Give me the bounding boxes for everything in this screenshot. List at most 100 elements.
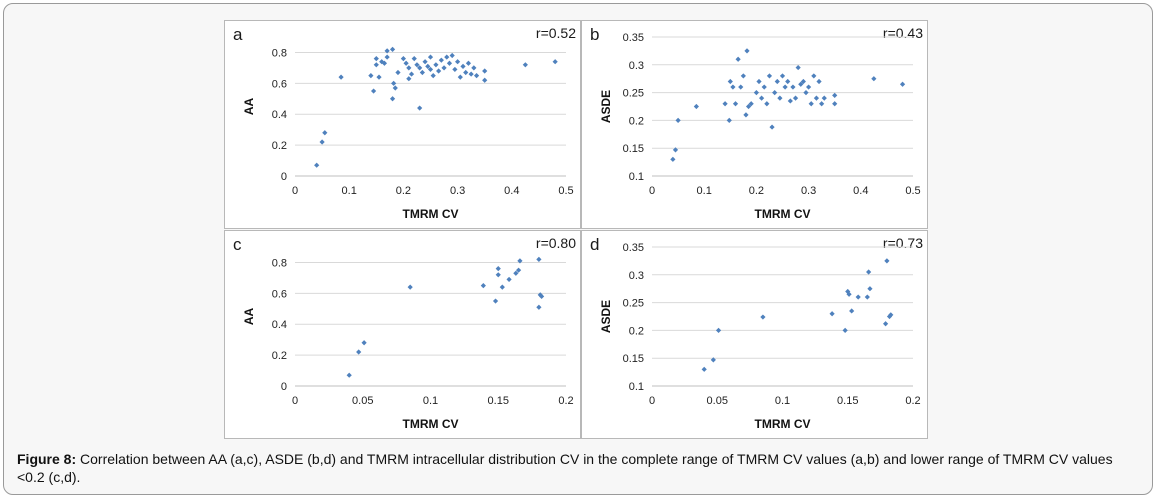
data-point: [792, 95, 799, 101]
x-tick-label: 0: [292, 185, 298, 197]
y-tick-label: 0.1: [629, 171, 644, 183]
x-tick-label: 0: [649, 185, 655, 197]
panel-label: c: [233, 235, 242, 254]
data-point: [774, 78, 780, 85]
y-tick-label: 0.15: [623, 353, 644, 365]
data-point: [438, 57, 444, 63]
data-point: [499, 284, 505, 290]
data-point: [338, 74, 344, 80]
data-point: [867, 286, 873, 292]
data-point: [756, 78, 762, 85]
data-point: [444, 54, 450, 60]
data-point: [513, 270, 519, 276]
panel-d: d r=0.73 0.1 0.15 0.2 0.25 0.3 0.35 0 0.05 0.1 0.…: [581, 230, 928, 439]
y-axis-label: ASDE: [599, 300, 613, 333]
data-point: [373, 62, 379, 68]
y-tick-label: 0.3: [629, 270, 644, 282]
data-point: [670, 156, 676, 162]
data-point: [463, 69, 469, 76]
data-point: [884, 258, 890, 264]
data-point: [782, 84, 788, 90]
scatter-plot-a: 0 0.2 0.4 0.6 0.8 0 0.1 0.2 0.3 0.4 0.5 TMRM CV AA: [242, 46, 574, 221]
x-tick-label: 0.1: [423, 395, 438, 407]
data-point: [446, 60, 453, 66]
y-axis-label: ASDE: [599, 90, 613, 123]
y-tick-label: 0.6: [272, 288, 287, 300]
panel-c: c r=0.80 0 0.2 0.4 0.6 0.8 0 0.05 0.1 0.15 0.2 TMR…: [224, 230, 581, 439]
data-point: [766, 73, 773, 79]
data-point: [427, 66, 434, 73]
y-tick-label: 0.2: [272, 140, 287, 152]
y-tick-label: 0.15: [623, 143, 644, 155]
panel-a: a r=0.52 0 0.2 0.4 0.6 0.8 0 0.1 0.2 0.3 0.4 0.5 TM…: [224, 20, 581, 229]
data-point: [471, 65, 477, 71]
data-point: [495, 272, 501, 278]
scatter-plot-b: 0.1 0.15 0.2 0.25 0.3 0.35 0 0.1 0.2 0.3 0.4 0.5 TMR…: [599, 32, 921, 221]
data-point: [536, 256, 542, 262]
data-point: [433, 62, 439, 68]
y-tick-label: 0.25: [623, 298, 644, 310]
data-point: [675, 117, 681, 123]
x-tick-label: 0.4: [504, 185, 519, 197]
data-point: [465, 60, 472, 66]
panel-label: d: [590, 235, 600, 254]
x-tick-label: 0: [649, 395, 655, 407]
data-point: [400, 56, 406, 62]
data-point: [406, 76, 412, 82]
x-tick-label: 0.1: [342, 185, 357, 197]
y-tick-label: 0: [281, 381, 287, 393]
y-tick-label: 0.4: [272, 319, 287, 331]
data-point: [492, 298, 499, 304]
data-point: [779, 73, 786, 79]
data-point: [816, 78, 822, 85]
data-point: [866, 269, 872, 275]
data-point: [769, 124, 775, 130]
data-point: [743, 112, 749, 118]
y-tick-label: 0.25: [623, 88, 644, 100]
data-point: [373, 56, 379, 62]
x-tick-label: 0.3: [450, 185, 465, 197]
data-point: [672, 147, 679, 153]
y-axis-label: AA: [242, 308, 256, 326]
data-point: [419, 69, 425, 76]
data-point: [726, 117, 732, 123]
data-point: [414, 62, 420, 68]
data-point: [753, 90, 759, 96]
data-point: [795, 64, 801, 71]
x-axis-label: TMRM CV: [403, 417, 459, 431]
data-point: [785, 78, 791, 85]
data-point: [346, 372, 352, 378]
data-point: [436, 68, 442, 74]
panel-label: b: [590, 25, 600, 44]
correlation-value: r=0.80: [535, 235, 576, 251]
data-point: [391, 80, 397, 86]
data-point: [701, 366, 707, 372]
data-point: [368, 73, 374, 79]
y-tick-label: 0.35: [623, 32, 644, 44]
data-point: [871, 76, 877, 82]
x-tick-label: 0.2: [396, 185, 411, 197]
data-point: [811, 73, 817, 79]
data-point: [389, 96, 396, 102]
data-point: [460, 63, 466, 69]
y-tick-label: 0.8: [272, 47, 287, 59]
x-axis-label: TMRM CV: [755, 417, 811, 431]
x-tick-label: 0.2: [905, 395, 920, 407]
data-point: [370, 88, 377, 94]
x-tick-label: 0.15: [837, 395, 858, 407]
data-point: [468, 71, 474, 77]
x-axis-label: TMRM CV: [755, 207, 811, 221]
y-tick-label: 0: [281, 171, 287, 183]
data-point: [735, 56, 741, 62]
data-point: [738, 84, 744, 90]
data-point: [455, 59, 461, 65]
data-point: [722, 101, 728, 107]
data-point: [536, 304, 542, 310]
data-point: [764, 101, 770, 107]
data-point: [430, 73, 436, 79]
data-point: [761, 84, 767, 90]
data-point: [407, 284, 413, 290]
data-point: [452, 66, 458, 73]
data-point: [473, 73, 480, 79]
caption-text: Correlation between AA (a,c), ASDE (b,d)…: [17, 451, 1113, 485]
